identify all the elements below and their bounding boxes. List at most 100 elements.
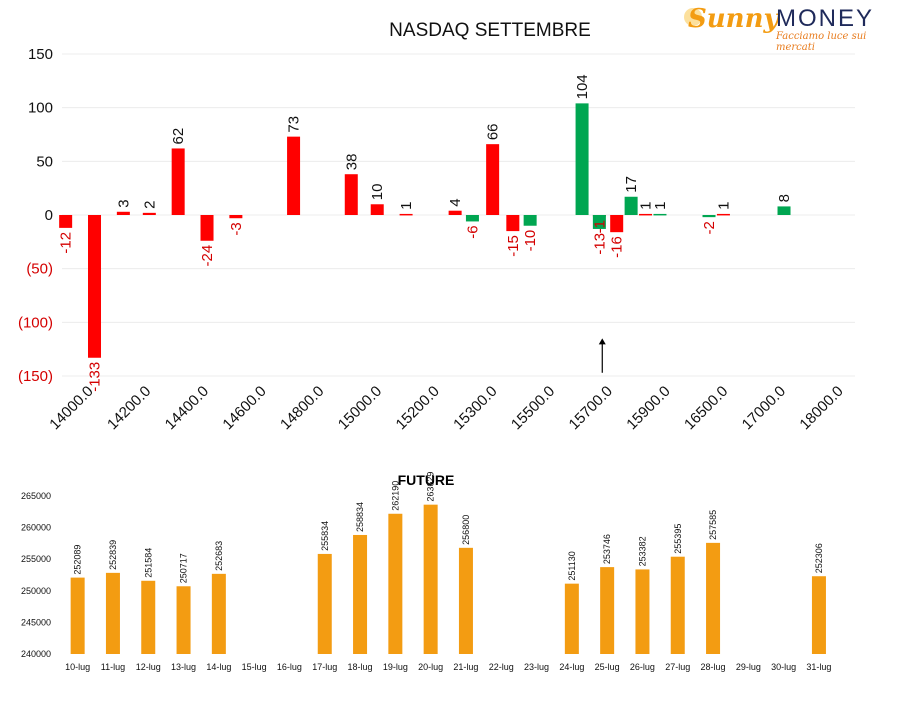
x-tick-label: 15500.0	[508, 383, 558, 433]
data-label: 251130	[567, 551, 577, 580]
x-tick-label: 18-lug	[348, 662, 373, 672]
bar	[353, 534, 368, 654]
y-tick-label: 150	[28, 46, 53, 63]
chart-title: NASDAQ SETTEMBRE	[389, 20, 591, 41]
bar	[639, 213, 653, 216]
bar	[448, 210, 462, 215]
data-label: 1	[638, 202, 655, 210]
data-label: 104	[574, 74, 591, 99]
data-label: -3	[228, 222, 245, 235]
bar	[142, 212, 156, 215]
x-tick-label: 23-lug	[524, 662, 549, 672]
data-label: 4	[447, 198, 464, 206]
x-tick-label: 14400.0	[162, 383, 212, 433]
data-label: 8	[776, 194, 793, 202]
x-tick-label: 13-lug	[171, 662, 196, 672]
x-tick-label: 14200.0	[104, 383, 154, 433]
sun-icon	[684, 8, 702, 26]
bar	[399, 213, 413, 216]
x-tick-label: 26-lug	[630, 662, 655, 672]
x-tick-label: 28-lug	[701, 662, 726, 672]
x-tick-label: 14-lug	[206, 662, 231, 672]
bar	[716, 213, 730, 216]
x-tick-label: 20-lug	[418, 662, 443, 672]
y-tick-label: 250000	[21, 586, 51, 596]
data-label: 255395	[673, 524, 683, 554]
data-label: 73	[286, 116, 303, 133]
bar	[370, 204, 384, 215]
data-label: 263629	[426, 472, 436, 502]
data-label: -12	[58, 232, 75, 254]
sunny-money-logo: Sunny MONEY Facciamo luce sui mercati	[684, 4, 894, 53]
y-tick-label: 265000	[21, 491, 51, 501]
data-label: 38	[343, 154, 360, 171]
data-label: 255834	[320, 521, 330, 551]
y-tick-label: 0	[45, 207, 53, 224]
x-tick-label: 21-lug	[453, 662, 478, 672]
data-label: 10	[369, 184, 386, 201]
bar	[388, 513, 403, 654]
data-label: -2	[701, 221, 718, 234]
data-label: 1	[652, 202, 669, 210]
bar	[610, 215, 624, 233]
y-tick-label: 50	[36, 153, 53, 170]
y-tick-label: (150)	[18, 368, 53, 385]
bar	[229, 215, 243, 219]
nasdaq-options-chart: NASDAQ SETTEMBRE 150 100 50 0 (50) (100) (150)…	[18, 20, 855, 433]
y-tick-label: 255000	[21, 554, 51, 564]
logo-brand-right: MONEY	[776, 5, 875, 32]
bar	[777, 206, 791, 215]
data-label: 262190	[390, 481, 400, 511]
bar	[344, 174, 358, 215]
bar	[200, 215, 214, 241]
x-tick-label: 17000.0	[739, 383, 789, 433]
data-label: -1	[591, 220, 608, 233]
bar	[70, 577, 85, 654]
data-label: 1	[398, 202, 415, 210]
x-tick-label: 16500.0	[681, 383, 731, 433]
x-tick-label: 15200.0	[393, 383, 443, 433]
bar	[171, 148, 185, 215]
data-label: 17	[623, 176, 640, 193]
data-label: 257585	[708, 510, 718, 540]
data-label: -133	[87, 362, 104, 392]
bar	[176, 586, 191, 654]
data-label: -6	[464, 225, 481, 238]
bar	[702, 215, 716, 218]
x-tick-label: 15700.0	[566, 383, 616, 433]
data-label: -16	[609, 236, 626, 258]
data-label: 252306	[814, 543, 824, 573]
x-tick-label: 15-lug	[242, 662, 267, 672]
bar	[670, 556, 685, 654]
data-label: 251584	[143, 548, 153, 578]
x-tick-label: 15000.0	[335, 383, 385, 433]
bar	[811, 576, 826, 654]
data-label: -24	[199, 245, 216, 267]
y-tick-label: 245000	[21, 617, 51, 627]
data-label: -13	[591, 233, 608, 255]
x-tick-label: 14800.0	[277, 383, 327, 433]
x-tick-label: 18000.0	[796, 383, 846, 433]
x-tick-label: 10-lug	[65, 662, 90, 672]
y-tick-label: 260000	[21, 523, 51, 533]
data-label: 253746	[602, 534, 612, 564]
data-label: 252089	[73, 545, 83, 575]
x-tick-label: 27-lug	[665, 662, 690, 672]
logo-tagline: Facciamo luce sui mercati	[776, 31, 867, 53]
future-title: FUTURE	[398, 472, 455, 488]
bar	[506, 215, 520, 232]
x-tick-label: 31-lug	[806, 662, 831, 672]
x-tick-label: 16-lug	[277, 662, 302, 672]
x-tick-label: 29-lug	[736, 662, 761, 672]
data-label: 2	[141, 201, 158, 209]
bar	[653, 213, 667, 216]
x-tick-label: 17-lug	[312, 662, 337, 672]
bar	[486, 144, 500, 215]
y-tick-label: (100)	[18, 314, 53, 331]
x-tick-label: 11-lug	[101, 662, 125, 672]
bar	[88, 215, 102, 358]
data-label: 250717	[179, 553, 189, 583]
data-label: 3	[115, 199, 132, 207]
data-label: -10	[522, 230, 539, 252]
logo-brand-left: Sunny	[688, 4, 779, 34]
